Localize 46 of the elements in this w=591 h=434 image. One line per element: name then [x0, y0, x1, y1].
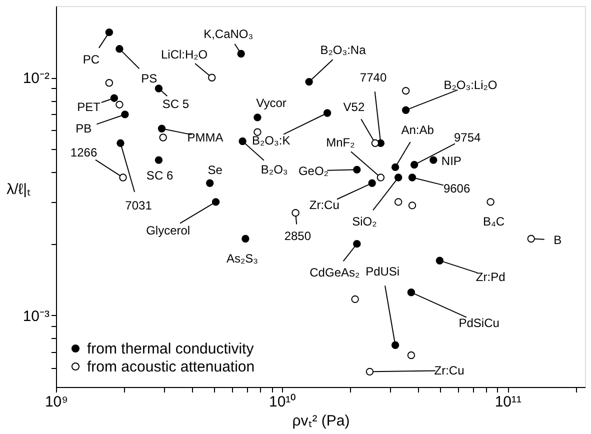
- x-axis-title: ρvₜ² (Pa): [292, 412, 350, 430]
- annotation: PdSiCu: [458, 316, 500, 330]
- annotation: Vycor: [256, 96, 286, 110]
- annotation: GeO₂: [298, 164, 329, 178]
- annotation: B₄C: [482, 214, 505, 229]
- annotation: Glycerol: [146, 223, 190, 238]
- annotation: PMMA: [187, 130, 224, 144]
- annotation: B₂O₃: [260, 162, 288, 177]
- annotation: 9606: [443, 181, 470, 196]
- annotation: As₂S₃: [226, 252, 258, 266]
- x-tick-label: 10¹¹: [494, 394, 522, 410]
- annotation: 2850: [284, 228, 312, 243]
- annotation: Se: [208, 162, 223, 177]
- annotation: PdUSi: [366, 264, 400, 279]
- annotation: K,CaNO₃: [204, 26, 254, 41]
- annotation: 7740: [360, 70, 387, 84]
- annotation: PC: [82, 52, 100, 67]
- annotation: 7031: [125, 198, 152, 213]
- annotation: B₂O₃:K: [252, 133, 290, 148]
- annotation: PB: [76, 122, 92, 136]
- y-tick-label: 10⁻³: [22, 308, 50, 325]
- annotation: 1266: [70, 145, 98, 160]
- annotation: SC 5: [162, 96, 190, 111]
- annotation: PET: [77, 100, 102, 114]
- annotation: MnF₂: [326, 135, 356, 150]
- legend-label: from acoustic attenuation: [87, 358, 255, 376]
- annotation: B₂O₃:Na: [320, 43, 366, 58]
- annotation: NIP: [441, 154, 462, 168]
- annotation: Zr:Cu: [434, 364, 464, 378]
- annotation: Zr:Cu: [309, 198, 340, 212]
- y-axis-title: λ/ℓ|ₜ: [6, 181, 32, 198]
- annotation: B₂O₃:Li₂O: [444, 78, 498, 92]
- annotation: LiCl:H₂O: [160, 48, 208, 62]
- annotation: PS: [141, 72, 158, 86]
- annotation: SC 6: [146, 168, 174, 182]
- annotation: B: [554, 232, 562, 247]
- annotation: SiO₂: [352, 214, 378, 228]
- x-tick-label: 10⁹: [44, 394, 68, 410]
- annotation: CdGeAs₂: [310, 265, 360, 280]
- x-tick-label: 10¹⁰: [268, 394, 296, 410]
- annotation: Zr:Pd: [476, 270, 506, 284]
- annotation: An:Ab: [401, 122, 434, 137]
- annotation: V52: [343, 100, 365, 114]
- y-tick-label: 10⁻²: [22, 70, 50, 88]
- legend-label: from thermal conductivity: [87, 340, 254, 358]
- annotation: 9754: [454, 130, 481, 144]
